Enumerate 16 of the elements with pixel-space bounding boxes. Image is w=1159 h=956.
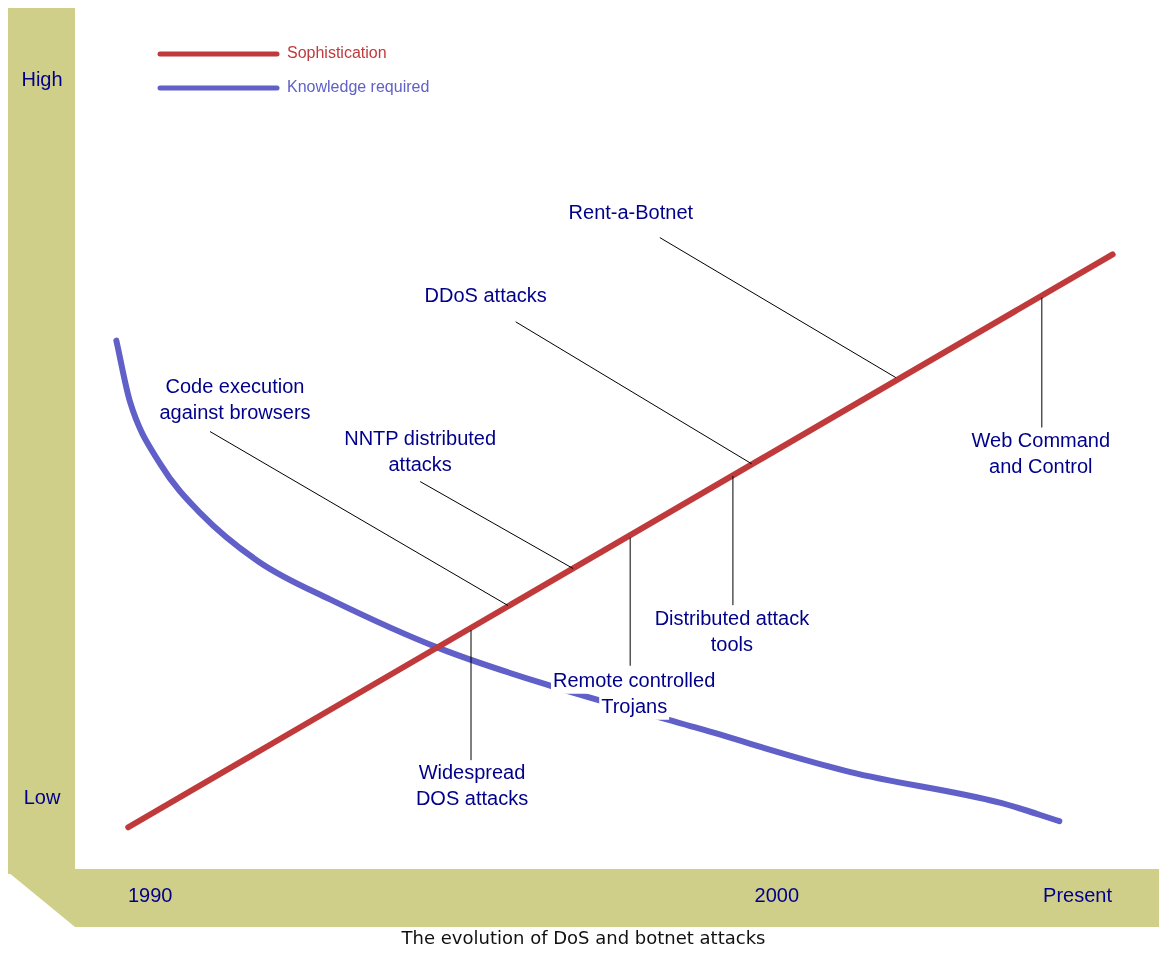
annotation: Web Command and Control <box>971 429 1111 478</box>
text: Knowledge required <box>287 78 430 96</box>
annotation: Widespread DOS attacks <box>415 760 529 809</box>
annotation: NNTP distributed attacks <box>344 427 497 476</box>
x-tick-label: 1990 <box>127 883 173 906</box>
text: Sophistication <box>287 44 387 62</box>
text: High <box>21 67 63 90</box>
annotation: Distributed attack tools <box>654 606 811 655</box>
x-tick-label: 2000 <box>754 883 800 906</box>
annotation: Remote controlled Trojans <box>553 669 716 718</box>
annotation: DDoS attacks <box>424 284 547 307</box>
text: Low <box>23 785 61 808</box>
annotation: Rent-a-Botnet <box>568 201 694 224</box>
x-tick-label: Present <box>1043 883 1113 906</box>
text: The evolution of DoS and botnet attacks <box>400 926 766 948</box>
annotation: Code execution against browsers <box>159 375 311 424</box>
